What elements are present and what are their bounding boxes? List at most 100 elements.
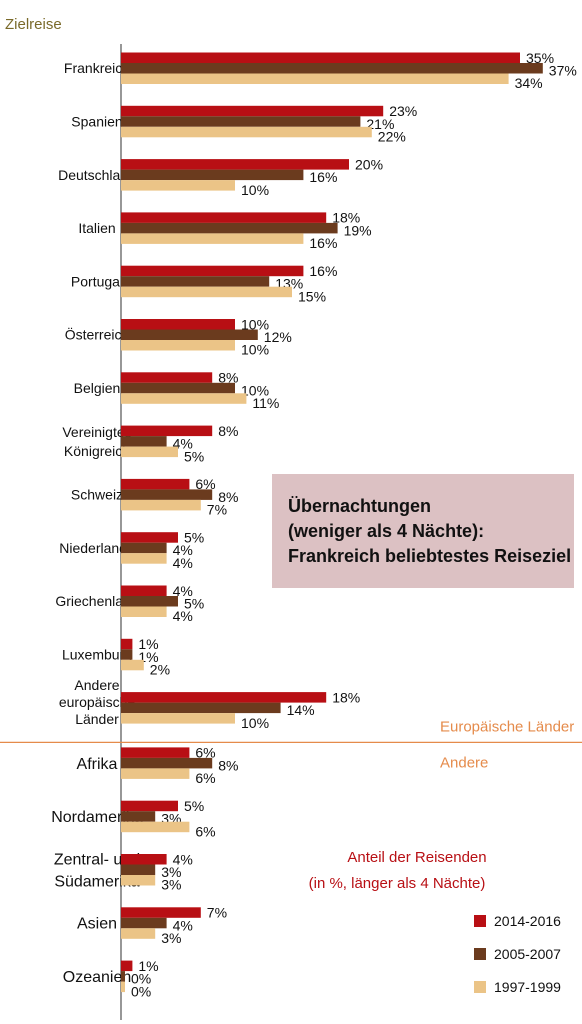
value-label: 19%	[344, 222, 372, 238]
bar-2014-2016	[121, 319, 235, 330]
category-label: Frankreich	[64, 60, 130, 76]
value-label: 1%	[138, 636, 158, 652]
bar-2014-2016	[121, 425, 213, 437]
bar-2005-2007	[121, 542, 167, 554]
value-label: 0%	[131, 971, 151, 987]
category-label: Zentral- und Südamerika	[54, 851, 140, 890]
bar-2014-2016	[121, 52, 520, 63]
bar-2014-2016	[121, 907, 201, 918]
bar-2014-2016	[121, 638, 133, 650]
value-label: 18%	[332, 689, 360, 705]
bar-1997-1999	[121, 286, 292, 298]
value-label: 7%	[207, 502, 227, 518]
category-label: Belgien	[74, 380, 121, 396]
value-label: 16%	[309, 169, 337, 185]
value-label: 20%	[355, 156, 383, 172]
value-label: 11%	[252, 395, 279, 411]
bar-1997-1999	[121, 606, 167, 617]
bar-1997-1999	[121, 393, 247, 404]
bar-2014-2016	[121, 854, 167, 865]
bar-1997-1999	[121, 821, 190, 833]
value-label: 7%	[207, 905, 227, 921]
value-label: 23%	[389, 103, 417, 119]
value-label: 34%	[515, 75, 543, 91]
value-label: 4%	[173, 851, 193, 867]
bar-1997-1999	[121, 233, 304, 244]
bar-1997-1999	[121, 126, 372, 138]
bar-1997-1999	[121, 928, 156, 939]
bar-1997-1999	[121, 446, 178, 458]
value-label: 15%	[298, 288, 326, 304]
bar-1997-1999	[121, 553, 167, 564]
bar-2005-2007	[121, 864, 156, 875]
category-label: Ozeanien	[63, 969, 132, 986]
value-label: 10%	[241, 715, 269, 731]
bar-2005-2007	[121, 382, 235, 394]
callout-line-1: Übernachtungen	[288, 495, 432, 516]
value-label: 4%	[173, 917, 193, 933]
value-label: 1%	[138, 958, 158, 974]
bar-2005-2007	[121, 329, 258, 340]
value-label: 35%	[526, 50, 554, 66]
value-label: 12%	[264, 329, 292, 345]
bar-2014-2016	[121, 692, 327, 703]
bar-2005-2007	[121, 596, 178, 607]
bar-2005-2007	[121, 917, 167, 929]
category-label: Spanien	[71, 113, 122, 129]
bar-1997-1999	[121, 713, 235, 724]
bar-2014-2016	[121, 265, 304, 277]
value-label: 5%	[184, 798, 204, 814]
value-label: 16%	[309, 263, 337, 279]
bar-2014-2016	[121, 105, 384, 117]
bar-2005-2007	[121, 276, 270, 287]
category-label: Nordamerika	[51, 809, 143, 826]
category-label: Österreich	[65, 326, 130, 343]
legend-swatch-2005-2007	[474, 948, 486, 960]
legend-title-line-2: (in %, länger als 4 Nächte)	[309, 875, 486, 892]
bar-1997-1999	[121, 499, 201, 511]
category-label: Andere europäische Länder	[59, 677, 135, 727]
bar-2005-2007	[121, 649, 133, 660]
bar-1997-1999	[121, 768, 190, 779]
value-label: 3%	[161, 864, 181, 880]
bar-2014-2016	[121, 372, 213, 383]
value-label: 6%	[195, 823, 215, 839]
value-label: 3%	[161, 877, 181, 893]
value-label: 8%	[218, 423, 238, 439]
value-label: 14%	[287, 702, 315, 718]
value-label: 6%	[195, 476, 215, 492]
legend-label: 1997-1999	[494, 979, 561, 995]
bar-1997-1999	[121, 180, 235, 191]
category-label: Asien	[77, 916, 117, 933]
value-label: 10%	[241, 342, 269, 358]
bar-2014-2016	[121, 478, 190, 490]
category-label: Luxemburg	[62, 646, 132, 662]
value-label: 10%	[241, 182, 269, 198]
legend-label: 2014-2016	[494, 913, 561, 929]
value-label: 16%	[309, 235, 337, 251]
value-label: 4%	[173, 542, 193, 558]
value-label: 0%	[131, 983, 151, 999]
bar-2014-2016	[121, 159, 349, 170]
bar-1997-1999	[121, 875, 156, 886]
value-label: 4%	[173, 608, 193, 624]
legend-swatch-2014-2016	[474, 915, 486, 927]
value-label: 8%	[218, 489, 238, 505]
value-label: 6%	[195, 745, 215, 761]
bar-1997-1999	[121, 340, 235, 351]
bar-1997-1999	[121, 73, 509, 84]
bar-2005-2007	[121, 757, 213, 769]
category-label: Afrika	[77, 756, 118, 773]
legend-title-line-1: Anteil der Reisenden	[347, 849, 486, 866]
bar-2005-2007	[121, 971, 125, 982]
y-axis-title: Zielreise	[5, 16, 62, 33]
bar-2005-2007	[121, 436, 167, 447]
bar-2005-2007	[121, 222, 338, 234]
category-label: Niederlande	[59, 540, 135, 556]
bar-2005-2007	[121, 702, 281, 714]
value-label: 2%	[150, 661, 170, 677]
value-label: 22%	[378, 128, 406, 144]
value-label: 18%	[332, 210, 360, 226]
category-label: Portugal	[71, 273, 123, 289]
category-label: Deutschland	[58, 167, 136, 183]
